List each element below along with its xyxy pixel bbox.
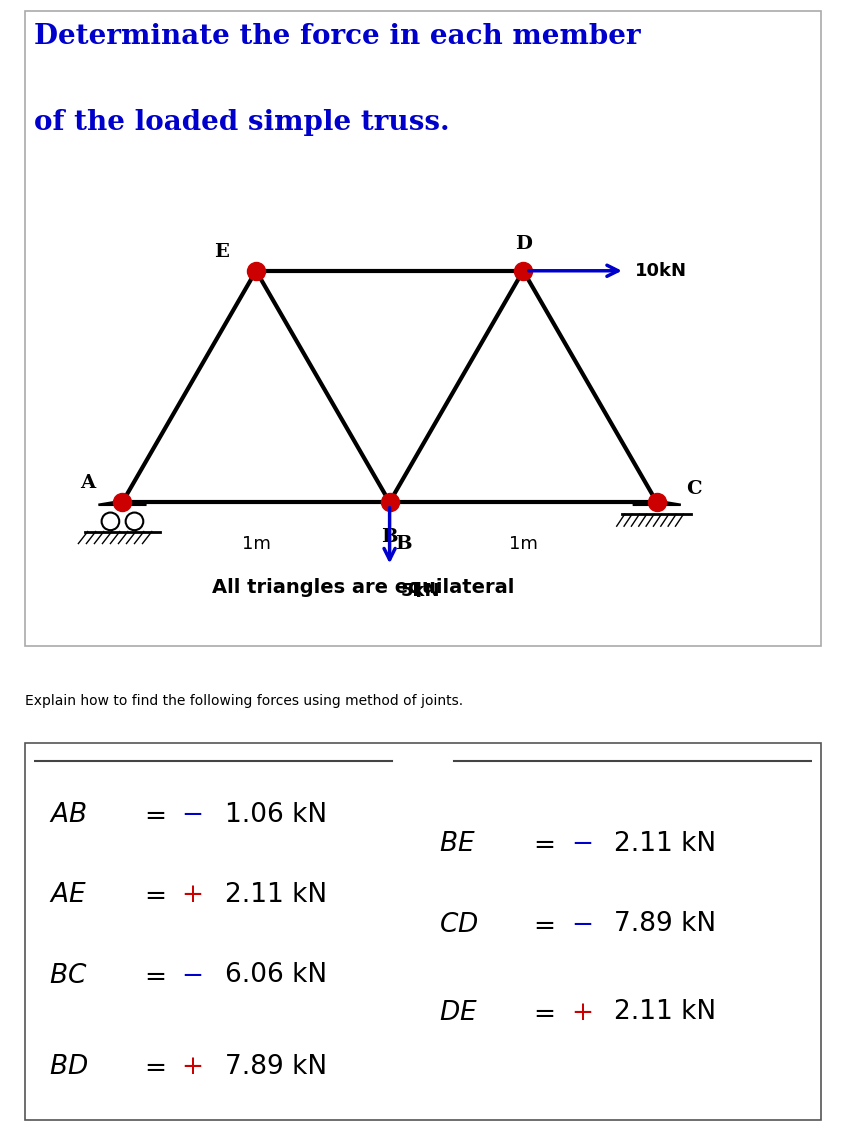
Text: −: − (182, 962, 204, 988)
Text: $CD$: $CD$ (438, 912, 478, 937)
Text: $=$: $=$ (139, 802, 165, 828)
Text: 7.89 kN: 7.89 kN (224, 1054, 327, 1080)
Text: 5kN: 5kN (400, 582, 440, 600)
Text: 2.11 kN: 2.11 kN (224, 882, 327, 908)
Text: 7.89 kN: 7.89 kN (613, 911, 716, 937)
Text: $BC$: $BC$ (49, 962, 88, 988)
Text: $=$: $=$ (528, 999, 554, 1024)
Text: 2.11 kN: 2.11 kN (613, 999, 716, 1025)
Text: −: − (182, 802, 204, 828)
Text: −: − (571, 912, 593, 937)
Text: $BE$: $BE$ (438, 831, 475, 856)
Text: 10kN: 10kN (635, 262, 688, 280)
Text: −: − (571, 831, 593, 856)
Text: $AB$: $AB$ (49, 802, 87, 828)
Text: +: + (571, 999, 593, 1024)
Text: $DE$: $DE$ (438, 999, 477, 1024)
Text: C: C (686, 480, 702, 497)
Text: 1.06 kN: 1.06 kN (224, 801, 327, 828)
Text: $=$: $=$ (139, 882, 165, 908)
Text: $BD$: $BD$ (49, 1054, 89, 1079)
Text: Explain how to find the following forces using method of joints.: Explain how to find the following forces… (25, 694, 464, 708)
Text: $=$: $=$ (528, 831, 554, 856)
Text: 1m: 1m (242, 535, 271, 552)
Text: of the loaded simple truss.: of the loaded simple truss. (34, 109, 449, 136)
Text: D: D (514, 235, 531, 253)
Text: A: A (80, 474, 96, 493)
Text: +: + (182, 882, 204, 908)
Text: B: B (382, 528, 398, 546)
Text: Determinate the force in each member: Determinate the force in each member (34, 23, 640, 50)
Text: 1m: 1m (508, 535, 537, 552)
Text: E: E (214, 243, 228, 261)
Text: 2.11 kN: 2.11 kN (613, 831, 716, 857)
Text: $=$: $=$ (528, 912, 554, 937)
Text: All triangles are equilateral: All triangles are equilateral (212, 578, 514, 597)
Text: $=$: $=$ (139, 1054, 165, 1079)
Text: B: B (395, 535, 411, 552)
Text: $=$: $=$ (139, 962, 165, 988)
Text: $AE$: $AE$ (49, 882, 87, 908)
Text: +: + (182, 1054, 204, 1079)
Text: 6.06 kN: 6.06 kN (224, 962, 327, 989)
